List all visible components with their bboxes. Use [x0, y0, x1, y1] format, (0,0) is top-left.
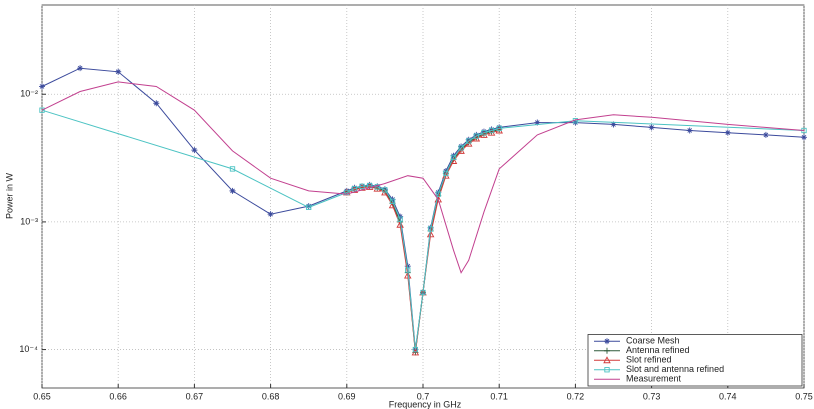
- series-line: [41, 81, 805, 274]
- marker: [404, 271, 412, 279]
- x-axis-label: Frequency in GHz: [389, 399, 462, 409]
- series-line: [346, 130, 500, 353]
- legend-label: Slot and antenna refined: [626, 364, 724, 374]
- marker: [412, 346, 419, 353]
- series-line: [346, 128, 500, 353]
- marker: [604, 347, 610, 354]
- marker: [801, 134, 807, 141]
- marker: [450, 154, 457, 161]
- marker: [426, 230, 435, 238]
- x-tick-label: 0.73: [643, 391, 661, 401]
- x-tick-label: 0.7: [417, 391, 430, 401]
- marker: [405, 267, 411, 273]
- marker: [374, 184, 380, 190]
- marker: [724, 129, 731, 136]
- marker: [229, 187, 236, 194]
- legend-label: Coarse Mesh: [626, 336, 680, 346]
- x-tick-label: 0.69: [338, 391, 356, 401]
- x-tick-label: 0.66: [109, 391, 127, 401]
- marker: [473, 133, 479, 139]
- marker: [458, 145, 464, 151]
- x-tick-label: 0.72: [567, 391, 585, 401]
- marker: [229, 166, 236, 172]
- marker: [115, 68, 122, 75]
- marker: [496, 125, 502, 132]
- marker: [77, 65, 84, 72]
- marker: [153, 100, 160, 107]
- marker: [450, 152, 457, 159]
- x-tick-label: 0.65: [33, 391, 51, 401]
- legend-label: Slot refined: [626, 355, 672, 365]
- marker: [359, 183, 365, 189]
- legend-label: Antenna refined: [626, 345, 690, 355]
- marker: [604, 367, 610, 373]
- marker: [481, 130, 487, 136]
- marker: [648, 124, 655, 131]
- marker: [686, 127, 693, 134]
- marker: [420, 289, 426, 296]
- x-tick-label: 0.68: [262, 391, 280, 401]
- legend-label: Measurement: [626, 374, 682, 384]
- legend-box: [587, 334, 803, 387]
- marker: [306, 204, 312, 211]
- marker: [344, 189, 350, 196]
- marker: [610, 121, 617, 128]
- marker: [191, 147, 198, 154]
- marker: [397, 216, 403, 222]
- marker: [365, 182, 374, 190]
- marker: [534, 119, 541, 126]
- marker: [351, 186, 358, 192]
- marker: [762, 131, 769, 138]
- marker: [435, 189, 442, 196]
- marker: [382, 187, 388, 193]
- marker: [466, 138, 472, 144]
- x-tick-label: 0.74: [719, 391, 737, 401]
- marker: [603, 356, 611, 364]
- marker: [305, 203, 312, 210]
- marker: [457, 146, 465, 154]
- marker: [267, 211, 274, 218]
- marker: [39, 107, 45, 113]
- marker: [488, 127, 495, 134]
- marker: [39, 83, 45, 90]
- y-axis-label: Power in W: [4, 172, 14, 219]
- marker: [443, 170, 449, 177]
- marker: [427, 226, 434, 232]
- marker: [604, 338, 610, 345]
- marker: [435, 191, 441, 197]
- y-tick-label: 10⁻³: [20, 216, 38, 226]
- x-tick-label: 0.75: [795, 391, 813, 401]
- x-tick-label: 0.67: [186, 391, 204, 401]
- x-tick-label: 0.71: [490, 391, 508, 401]
- marker: [396, 220, 404, 228]
- marker: [389, 198, 396, 204]
- series-line: [41, 109, 805, 350]
- marker: [373, 184, 382, 192]
- marker: [404, 263, 411, 270]
- y-tick-label: 10⁻⁴: [19, 344, 38, 354]
- y-tick-label: 10⁻²: [20, 89, 38, 99]
